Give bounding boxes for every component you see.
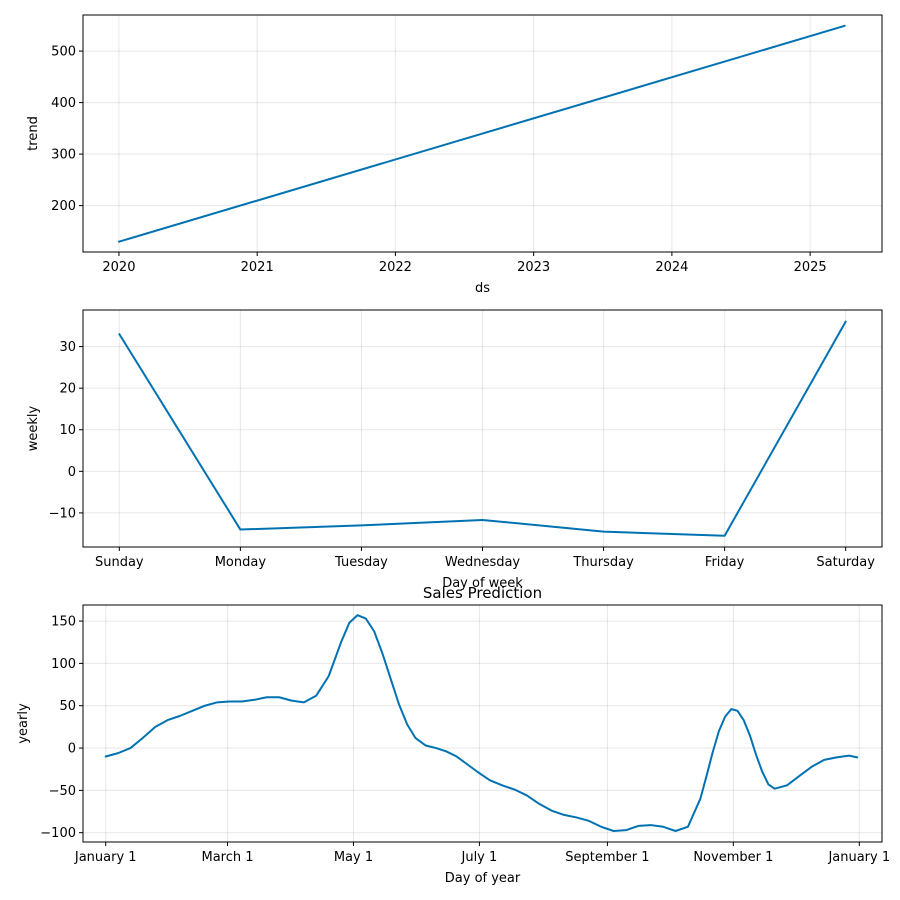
trend-y-axis-label: trend — [26, 116, 41, 151]
weekly-x-tick-label: Saturday — [816, 555, 875, 570]
yearly-x-tick-label: January 1 — [827, 850, 890, 865]
yearly-y-tick-label: 50 — [59, 699, 76, 714]
yearly-x-tick-label: March 1 — [201, 850, 253, 865]
trend-chart: 2020 2021 2022 2023 2024 2025 200 300 400 500 ds tr… — [26, 14, 883, 296]
trend-plot-frame — [82, 14, 883, 253]
weekly-y-tick-label: 0 — [68, 465, 76, 480]
weekly-series-line — [118, 320, 847, 537]
yearly-series-line — [104, 614, 859, 832]
yearly-x-tick-label: November 1 — [693, 850, 773, 865]
weekly-y-tick-label: 10 — [59, 423, 76, 438]
weekly-x-tick-label: Tuesday — [334, 555, 388, 570]
yearly-y-tick-label: −50 — [49, 784, 76, 799]
trend-x-tick-label: 2020 — [102, 260, 135, 275]
trend-y-tick-label: 500 — [51, 45, 76, 60]
yearly-x-axis-label: Day of year — [445, 871, 521, 886]
weekly-x-axis-label: Day of week — [442, 576, 523, 591]
yearly-y-tick-label: 100 — [51, 657, 76, 672]
weekly-y-axis-label: weekly — [26, 405, 41, 451]
trend-y-tick-label: 300 — [51, 148, 76, 163]
trend-x-tick-label: 2023 — [517, 260, 550, 275]
weekly-y-tick-label: −10 — [49, 506, 76, 521]
trend-x-tick-label: 2024 — [655, 260, 688, 275]
weekly-x-tick-label: Monday — [215, 555, 267, 570]
yearly-x-tick-label: July 1 — [461, 850, 498, 865]
weekly-y-tick-label: 30 — [59, 340, 76, 355]
yearly-y-tick-label: 150 — [51, 615, 76, 630]
trend-series-line — [117, 24, 846, 243]
trend-x-axis-label: ds — [475, 281, 490, 296]
weekly-y-tick-label: 20 — [59, 382, 76, 397]
trend-x-tick-label: 2022 — [379, 260, 412, 275]
yearly-title: Sales Prediction — [423, 584, 542, 602]
weekly-x-tick-label: Thursday — [572, 555, 634, 570]
trend-y-tick-label: 200 — [51, 199, 76, 214]
weekly-x-tick-label: Sunday — [95, 555, 144, 570]
yearly-x-tick-label: May 1 — [334, 850, 373, 865]
yearly-plot-frame — [82, 604, 883, 843]
yearly-y-tick-label: 0 — [68, 742, 76, 757]
trend-y-tick-label: 400 — [51, 96, 76, 111]
yearly-x-tick-label: September 1 — [565, 850, 649, 865]
yearly-y-axis-label: yearly — [16, 703, 31, 744]
weekly-x-tick-label: Wednesday — [445, 555, 521, 570]
trend-x-tick-label: 2025 — [794, 260, 827, 275]
yearly-x-tick-label: January 1 — [74, 850, 137, 865]
trend-x-tick-label: 2021 — [241, 260, 274, 275]
weekly-chart: Sunday Monday Tuesday Wednesday Thursday Frid… — [26, 309, 883, 591]
weekly-x-tick-label: Friday — [705, 555, 745, 570]
yearly-chart: January 1 March 1 May 1 July 1 September 1 No… — [16, 584, 890, 886]
yearly-y-tick-label: −100 — [40, 826, 76, 841]
